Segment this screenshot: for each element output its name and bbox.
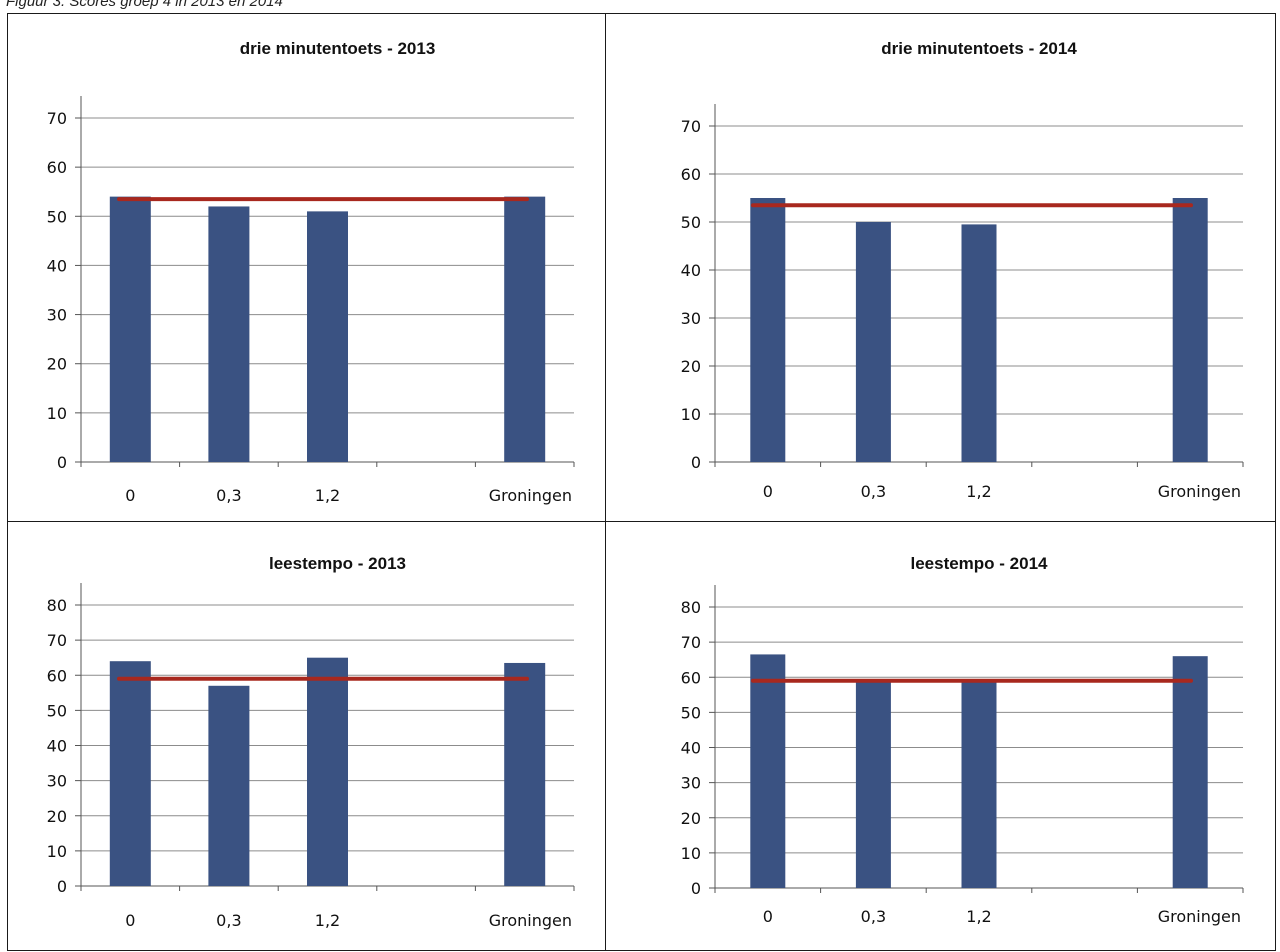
y-tick-label: 70 bbox=[47, 631, 67, 650]
y-tick-label: 0 bbox=[691, 453, 701, 472]
y-tick-label: 30 bbox=[681, 309, 701, 328]
x-tick-label: Groningen bbox=[1158, 482, 1241, 501]
y-tick-label: 0 bbox=[57, 877, 67, 896]
chart-panel-leestempo-2014: leestempo - 2014 0 10 20 30 40 50 60 70 80 0 0,3 1,2… bbox=[605, 521, 1276, 951]
chart-svg: leestempo - 2014 0 10 20 30 40 50 60 70 80 0 0,3 1,2… bbox=[681, 554, 1244, 926]
y-tick-label: 40 bbox=[681, 739, 701, 758]
y-tick-label: 0 bbox=[691, 879, 701, 898]
y-tick-label: 10 bbox=[681, 405, 701, 424]
x-tick-label: 0 bbox=[763, 907, 773, 926]
bar bbox=[750, 654, 786, 888]
y-tick-label: 30 bbox=[47, 772, 67, 791]
x-tick-label: 1,2 bbox=[966, 907, 991, 926]
y-tick-label: 50 bbox=[47, 207, 67, 226]
bar bbox=[855, 680, 891, 888]
y-tick-label: 70 bbox=[681, 117, 701, 136]
bar bbox=[208, 685, 250, 886]
chart-panel-drie-minutentoets-2013: drie minutentoets - 2013 0 10 20 30 40 50 60 70 0… bbox=[7, 13, 606, 522]
x-tick-label: Groningen bbox=[1158, 907, 1241, 926]
bar bbox=[307, 657, 348, 886]
y-tick-label: 40 bbox=[681, 261, 701, 280]
y-tick-label: 60 bbox=[681, 668, 701, 687]
chart-svg: drie minutentoets - 2013 0 10 20 30 40 50 60 70 0… bbox=[47, 39, 575, 505]
x-tick-label: 0 bbox=[125, 486, 135, 505]
x-tick-label: 0 bbox=[125, 911, 135, 930]
bar bbox=[307, 211, 348, 462]
y-tick-label: 80 bbox=[47, 596, 67, 615]
y-tick-label: 0 bbox=[57, 453, 67, 472]
y-tick-label: 20 bbox=[681, 809, 701, 828]
chart-title: leestempo - 2014 bbox=[910, 554, 1048, 573]
y-tick-label: 40 bbox=[47, 737, 67, 756]
y-tick-label: 50 bbox=[47, 701, 67, 720]
x-tick-label: 0,3 bbox=[216, 486, 241, 505]
bar bbox=[750, 198, 786, 462]
chart-title: drie minutentoets - 2013 bbox=[240, 39, 436, 58]
x-tick-label: 1,2 bbox=[966, 482, 991, 501]
bar bbox=[504, 196, 546, 462]
y-tick-label: 40 bbox=[47, 256, 67, 275]
y-tick-label: 20 bbox=[681, 357, 701, 376]
y-tick-label: 30 bbox=[47, 306, 67, 325]
chart-svg: drie minutentoets - 2014 0 10 20 30 40 50 60 70 0… bbox=[681, 39, 1244, 501]
chart-title: drie minutentoets - 2014 bbox=[881, 39, 1077, 58]
bar bbox=[208, 206, 250, 462]
y-tick-label: 70 bbox=[47, 109, 67, 128]
y-tick-label: 20 bbox=[47, 807, 67, 826]
x-tick-label: 0,3 bbox=[861, 907, 886, 926]
y-tick-label: 10 bbox=[47, 842, 67, 861]
figure-caption: Figuur 3. Scores groep 4 in 2013 en 2014 bbox=[6, 0, 283, 10]
y-tick-label: 80 bbox=[681, 598, 701, 617]
y-tick-label: 10 bbox=[47, 404, 67, 423]
y-tick-label: 50 bbox=[681, 213, 701, 232]
bar bbox=[961, 224, 997, 462]
chart-panel-leestempo-2013: leestempo - 2013 0 10 20 30 40 50 60 70 80 0 0,3 1,2… bbox=[7, 521, 606, 951]
bar bbox=[109, 661, 151, 886]
x-tick-label: 0,3 bbox=[216, 911, 241, 930]
x-tick-label: 0 bbox=[763, 482, 773, 501]
y-tick-label: 30 bbox=[681, 774, 701, 793]
y-tick-label: 60 bbox=[681, 165, 701, 184]
y-tick-label: 10 bbox=[681, 844, 701, 863]
y-tick-label: 70 bbox=[681, 633, 701, 652]
bar bbox=[855, 222, 891, 462]
y-tick-label: 20 bbox=[47, 355, 67, 374]
x-tick-label: Groningen bbox=[489, 911, 572, 930]
bar bbox=[504, 662, 546, 886]
bar bbox=[961, 680, 997, 888]
y-tick-label: 60 bbox=[47, 666, 67, 685]
x-tick-label: 0,3 bbox=[861, 482, 886, 501]
y-tick-label: 50 bbox=[681, 703, 701, 722]
bar bbox=[109, 196, 151, 462]
bar bbox=[1172, 198, 1208, 462]
chart-title: leestempo - 2013 bbox=[269, 554, 406, 573]
x-tick-label: Groningen bbox=[489, 486, 572, 505]
chart-svg: leestempo - 2013 0 10 20 30 40 50 60 70 80 0 0,3 1,2… bbox=[47, 554, 575, 930]
x-tick-label: 1,2 bbox=[315, 911, 340, 930]
bar bbox=[1172, 656, 1208, 888]
chart-panel-drie-minutentoets-2014: drie minutentoets - 2014 0 10 20 30 40 50 60 70 0… bbox=[605, 13, 1276, 522]
x-tick-label: 1,2 bbox=[315, 486, 340, 505]
y-tick-label: 60 bbox=[47, 158, 67, 177]
